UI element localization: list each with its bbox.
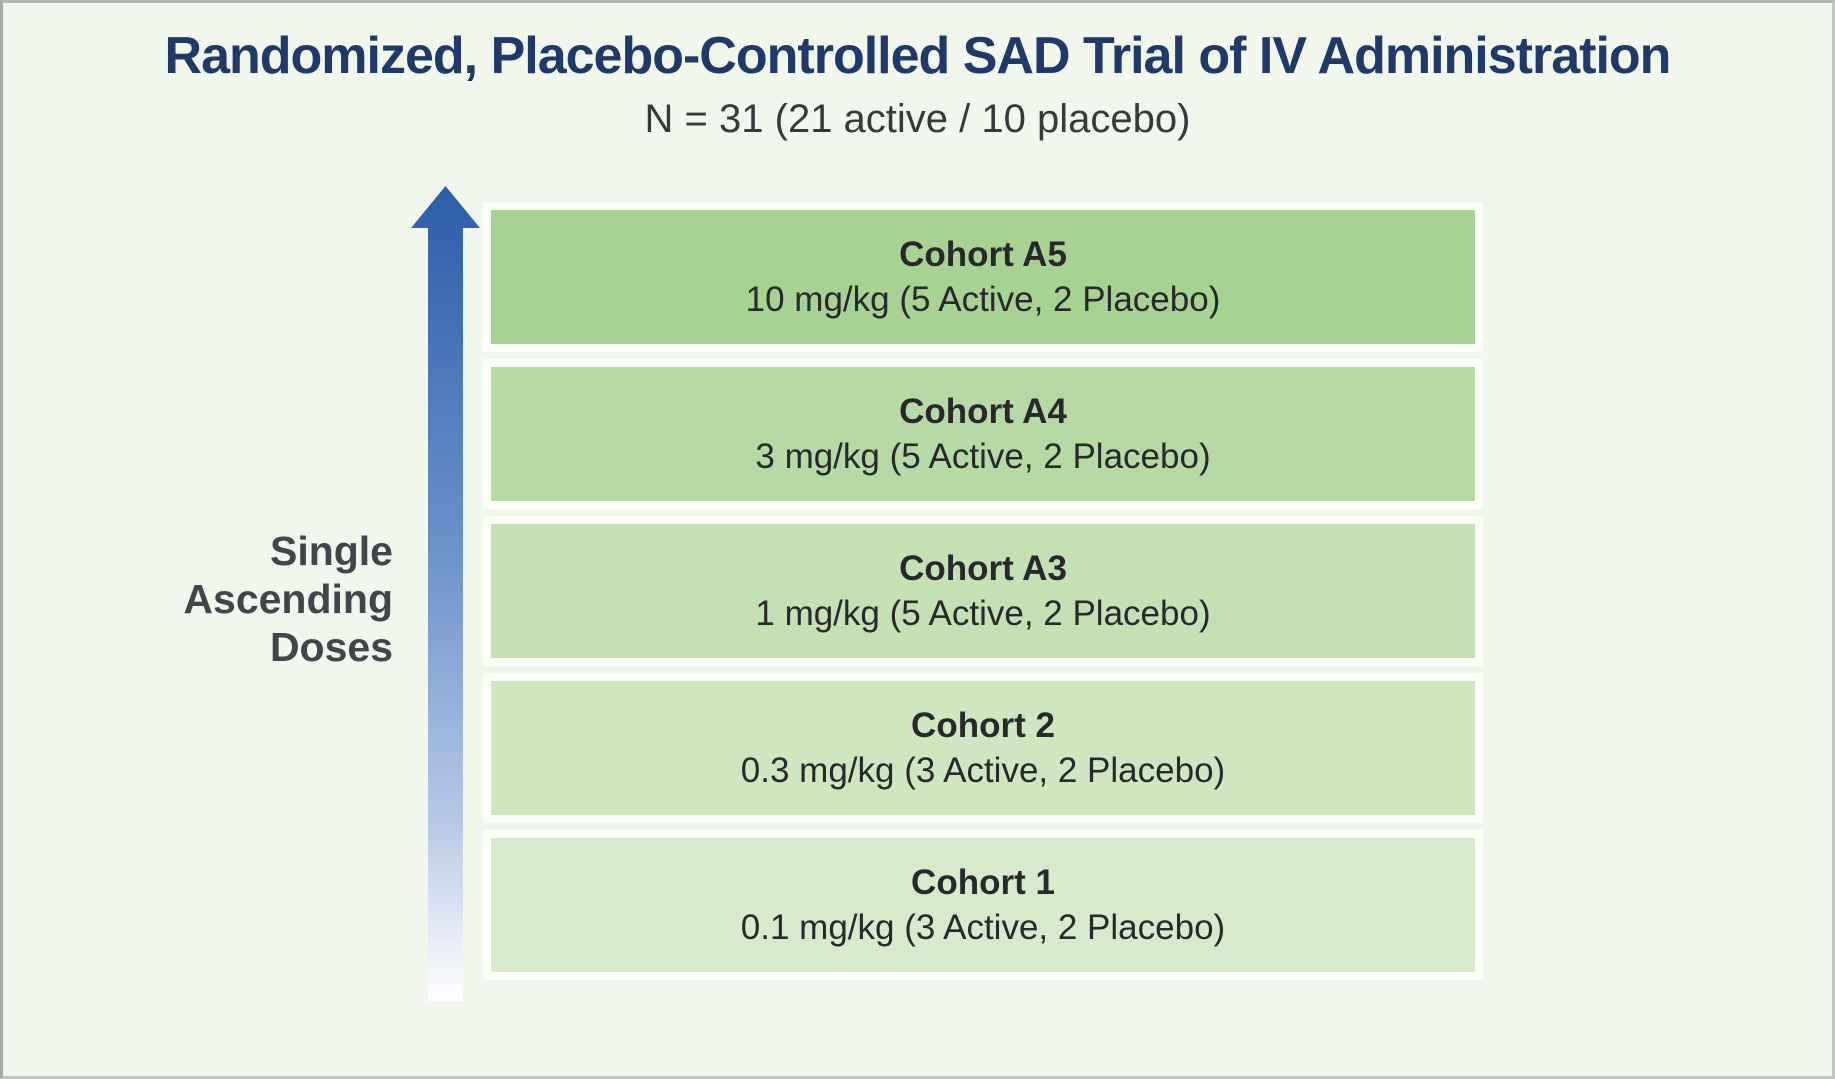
axis-label-line: Ascending — [183, 576, 393, 622]
cohort-dose: 0.1 mg/kg (3 Active, 2 Placebo) — [740, 908, 1226, 947]
arrow-shape — [411, 186, 480, 1001]
axis-label-line: Doses — [269, 624, 393, 670]
cohort-name: Cohort 1 — [911, 863, 1055, 902]
axis-label-line: Single — [269, 528, 393, 574]
cohort-dose: 1 mg/kg (5 Active, 2 Placebo) — [755, 594, 1211, 633]
cohort-dose: 3 mg/kg (5 Active, 2 Placebo) — [755, 437, 1211, 476]
cohort-name: Cohort A5 — [899, 235, 1067, 274]
cohort-box-a3: Cohort A3 1 mg/kg (5 Active, 2 Placebo) — [483, 516, 1483, 666]
cohort-box-1: Cohort 1 0.1 mg/kg (3 Active, 2 Placebo) — [483, 830, 1483, 980]
cohort-dose: 10 mg/kg (5 Active, 2 Placebo) — [745, 280, 1221, 319]
cohort-name: Cohort 2 — [911, 706, 1055, 745]
cohort-name: Cohort A3 — [899, 549, 1067, 588]
cohort-name: Cohort A4 — [899, 392, 1067, 431]
figure-title: Randomized, Placebo-Controlled SAD Trial… — [164, 27, 1672, 85]
axis-label-single-ascending-doses: Single Ascending Doses — [143, 527, 393, 671]
cohort-box-2: Cohort 2 0.3 mg/kg (3 Active, 2 Placebo) — [483, 673, 1483, 823]
cohort-box-a4: Cohort A4 3 mg/kg (5 Active, 2 Placebo) — [483, 359, 1483, 509]
ascending-dose-arrow-icon — [411, 186, 480, 1001]
cohort-dose: 0.3 mg/kg (3 Active, 2 Placebo) — [740, 751, 1226, 790]
cohort-stack: Cohort A5 10 mg/kg (5 Active, 2 Placebo)… — [483, 202, 1483, 987]
cohort-box-a5: Cohort A5 10 mg/kg (5 Active, 2 Placebo) — [483, 202, 1483, 352]
figure-subtitle: N = 31 (21 active / 10 placebo) — [644, 97, 1191, 141]
